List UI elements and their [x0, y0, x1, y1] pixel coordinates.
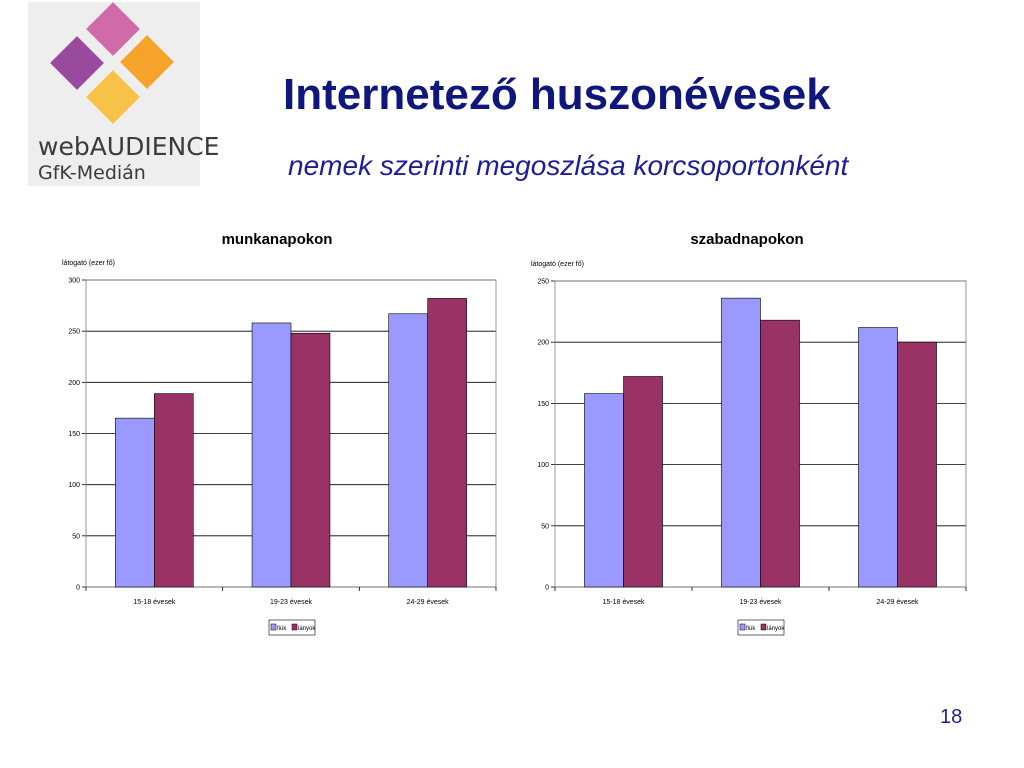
bar — [427, 298, 467, 588]
x-tick-label: 19-23 évesek — [270, 599, 313, 606]
legend-swatch — [760, 623, 767, 631]
bar — [115, 417, 155, 588]
y-tick-label: 0 — [545, 585, 549, 592]
y-axis-label: látogató (ezer fő) — [531, 261, 584, 268]
y-axis-label: látogató (ezer fő) — [62, 260, 115, 267]
x-tick-label: 15-18 évesek — [133, 599, 176, 606]
y-tick-label: 50 — [72, 533, 80, 540]
legend-label: fiúk — [277, 626, 287, 632]
x-tick-label: 15-18 évesek — [602, 599, 645, 606]
logo-text-gfk-median: GfK-Medián — [38, 162, 146, 184]
bar — [623, 376, 663, 588]
legend-label: lányok — [767, 626, 785, 632]
bar — [897, 341, 937, 588]
x-tick-label: 24-29 évesek — [876, 599, 919, 606]
y-tick-label: 200 — [537, 340, 549, 347]
logo-diamond-yellow — [86, 70, 140, 124]
chart-title: szabadnapokon — [690, 231, 803, 248]
y-tick-label: 300 — [68, 278, 80, 285]
slide-title: Internetező huszonévesek — [283, 70, 831, 119]
bar — [154, 393, 194, 588]
legend-swatch — [270, 623, 277, 631]
logo-text-webaudience: webAUDIENCE — [38, 132, 220, 161]
chart-title: munkanapokon — [222, 231, 333, 248]
y-tick-label: 250 — [537, 279, 549, 286]
legend-swatch — [291, 623, 298, 631]
legend-label: fiúk — [746, 626, 756, 632]
y-tick-label: 250 — [68, 329, 80, 336]
y-tick-label: 150 — [68, 431, 80, 438]
bar — [290, 332, 331, 588]
bar — [721, 297, 761, 588]
logo-diamonds-icon — [50, 2, 174, 124]
legend-label: lányok — [298, 626, 316, 632]
y-tick-label: 0 — [76, 585, 80, 592]
page-number: 18 — [940, 706, 963, 728]
bar — [858, 327, 898, 588]
slide-subtitle: nemek szerinti megoszlása korcsoportonké… — [288, 150, 849, 181]
x-tick-label: 19-23 évesek — [739, 599, 782, 606]
bar — [251, 322, 292, 588]
y-tick-label: 100 — [68, 482, 80, 489]
x-tick-label: 24-29 évesek — [407, 599, 450, 606]
legend-swatch — [739, 623, 746, 631]
y-tick-label: 50 — [541, 523, 549, 530]
logo-diamond-pink — [86, 2, 140, 56]
y-tick-label: 100 — [537, 462, 549, 469]
bar — [388, 313, 428, 588]
y-tick-label: 150 — [537, 401, 549, 408]
bar — [584, 393, 624, 588]
webaudience-logo: webAUDIENCE GfK-Medián — [28, 2, 219, 186]
y-tick-label: 200 — [68, 380, 80, 387]
bar — [760, 319, 800, 588]
logo-diamond-orange — [120, 35, 174, 89]
logo-diamond-purple — [50, 36, 104, 90]
